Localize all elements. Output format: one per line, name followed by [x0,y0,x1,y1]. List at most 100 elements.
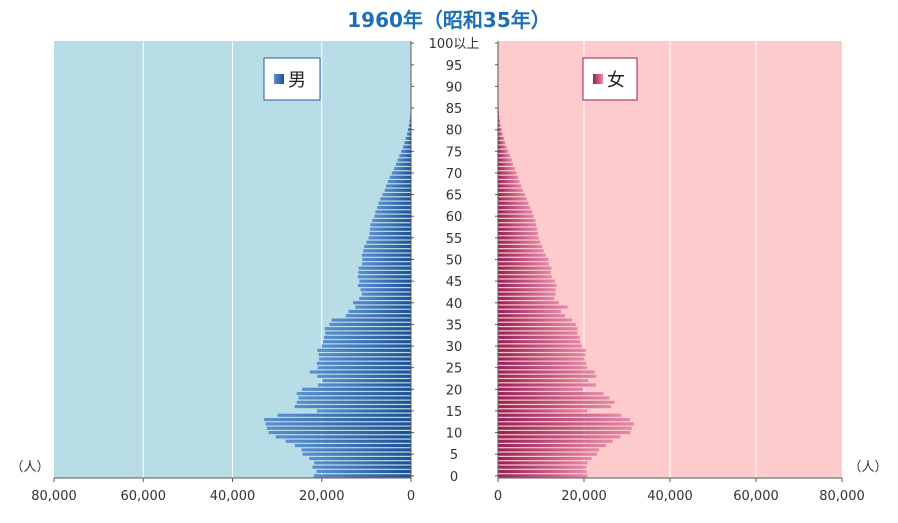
male-bar [380,197,411,201]
male-bar [389,175,411,179]
age-tick-label: 15 [446,405,463,420]
female-bar [498,184,522,188]
male-bar [377,206,411,210]
female-bar [498,348,586,352]
age-tick-label: 55 [446,232,463,247]
female-bar [498,426,632,430]
male-bar [329,322,411,326]
male-bar [264,418,411,422]
female-bar [498,448,600,452]
male-bar [285,439,411,443]
female-bar [498,443,606,448]
male-bar [368,236,411,240]
age-tick-label: 30 [446,340,463,355]
female-bar [498,262,549,266]
male-bar [296,400,411,404]
female-bar [498,405,612,409]
age-tick-label: 50 [446,254,463,269]
male-legend-swatch [274,74,284,84]
male-bar [359,296,411,300]
female-bar [498,197,527,201]
female-bar [498,314,566,318]
female-bar [498,171,517,175]
female-bar [498,344,582,348]
male-bar [275,435,411,439]
male-bar [318,383,411,387]
male-bar [324,327,411,331]
male-bar [316,409,411,413]
male-bar [387,180,411,184]
female-bar [498,210,533,214]
female-bar [498,439,613,443]
female-bar [498,136,505,140]
female-bar [498,327,578,331]
age-tick-label: 25 [446,362,463,377]
female-bar [498,110,500,114]
age-tick-label: 60 [446,210,463,225]
female-bar [498,456,592,461]
female-bar [498,123,501,127]
male-bar [345,314,411,318]
male-bar [268,431,411,435]
male-bar [407,128,411,132]
male-bar [294,405,411,409]
male-bar [322,379,411,383]
male-bar [401,149,411,153]
male-bar [314,461,411,465]
female-bar [498,257,549,262]
male-bar [309,456,411,461]
female-bar [498,452,597,456]
male-bar [312,465,411,469]
female-bar [498,249,544,253]
female-bar [498,322,576,326]
female-bar [498,370,595,374]
male-legend-box [263,57,321,101]
female-bar [498,244,543,249]
age-tick-label: 10 [446,427,463,442]
female-bar [498,283,557,288]
male-bar [316,361,411,365]
female-bar [498,158,512,162]
female-bar [498,288,556,292]
age-tick-label: 40 [446,297,463,312]
female-bar [498,201,529,205]
female-bar [498,353,586,357]
male-bar [386,184,411,188]
male-bar [394,167,411,171]
female-bar [498,149,509,153]
female-bar [498,431,631,435]
male-bar [361,253,411,257]
male-bar [378,201,411,205]
female-bar [498,236,539,240]
female-bar [498,180,520,184]
male-bar [408,123,411,127]
female-bar [498,461,588,465]
female-bar [498,240,541,244]
chart-title: 1960年（昭和35年） [347,8,551,32]
male-bar [399,154,411,158]
unit-label-left: （人） [10,460,49,475]
male-bar [317,374,411,378]
male-bar [348,309,411,313]
male-bar [331,318,411,322]
male-bar [375,210,411,214]
age-tick-label: 20 [446,383,463,398]
age-tick-label: 85 [446,102,463,117]
male-bar [382,193,411,197]
male-bar [352,301,411,305]
male-bar [266,426,411,430]
female-bar [498,214,534,218]
male-bar [302,387,411,391]
female-bar [498,340,581,344]
male-bar [358,270,411,275]
male-bar [323,340,411,344]
male-bar [296,392,411,396]
female-bar [498,167,515,171]
female-bar [498,175,519,179]
male-bar [316,469,411,474]
female-bar [498,231,538,236]
female-bar [498,435,621,439]
female-bar [498,154,511,158]
male-bar [359,279,411,283]
age-tick-label: 75 [446,145,463,160]
